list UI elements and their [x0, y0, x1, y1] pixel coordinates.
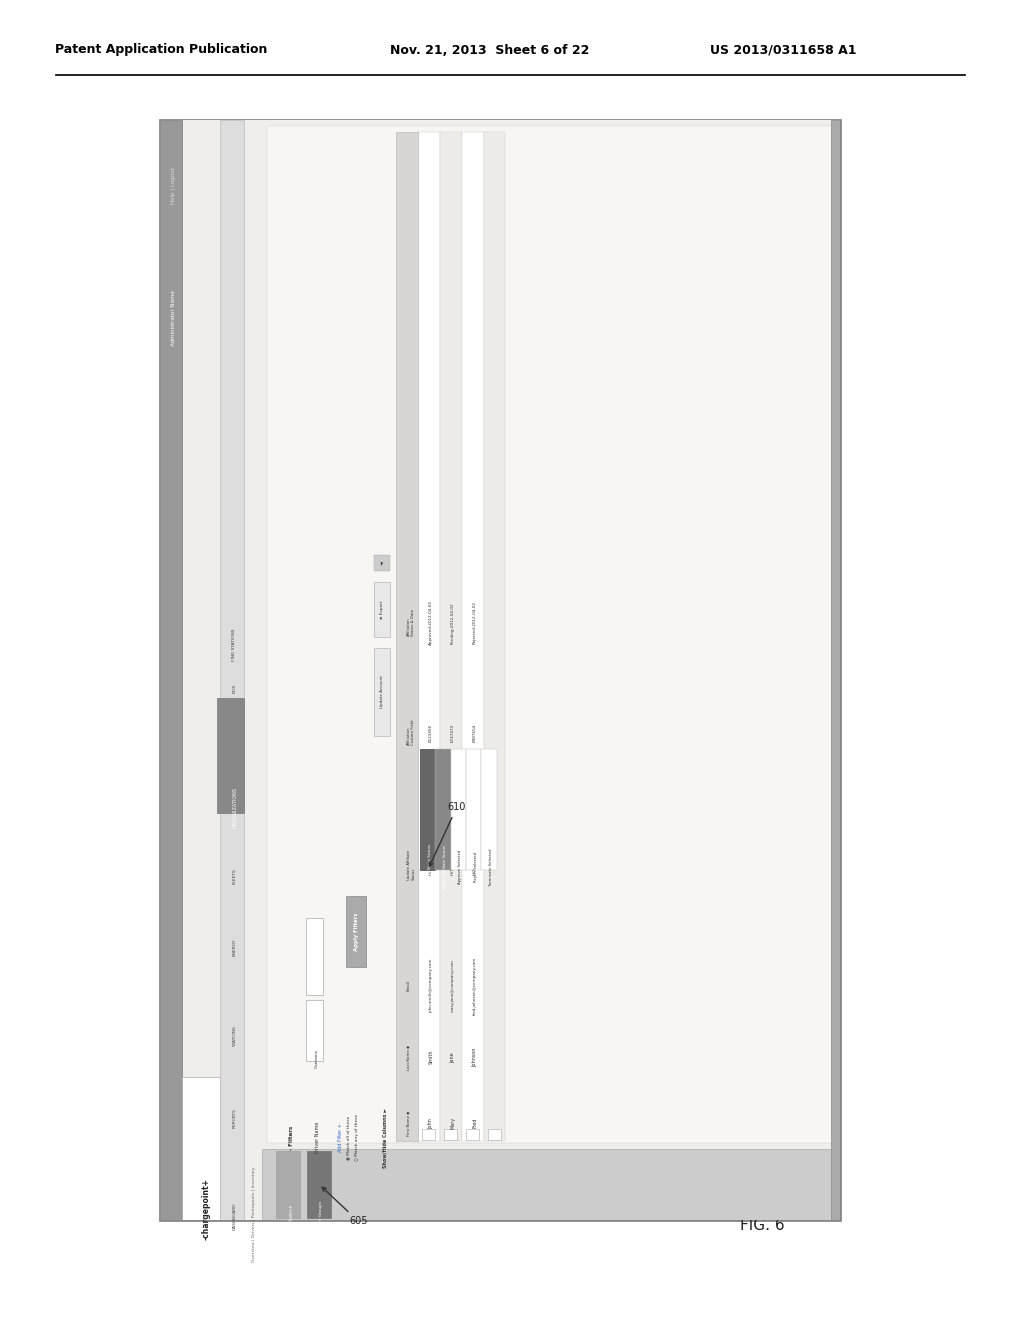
Text: Driver Name: Driver Name — [314, 1122, 319, 1154]
Text: - Filters: - Filters — [290, 1126, 295, 1150]
Text: Help | Logout: Help | Logout — [171, 168, 176, 205]
Bar — [307, 1151, 331, 1218]
Text: REPORTS: REPORTS — [232, 1107, 237, 1127]
Text: Terminate Selected: Terminate Selected — [489, 849, 493, 886]
Bar — [220, 120, 245, 1220]
Bar — [483, 132, 506, 1140]
Bar — [435, 750, 451, 870]
Text: Jane: Jane — [451, 1052, 456, 1063]
Text: Reject Selected: Reject Selected — [474, 851, 477, 882]
Bar — [466, 1129, 479, 1139]
Bar — [481, 750, 497, 870]
Text: Overview | Drivers | Participants | Inventory: Overview | Drivers | Participants | Inve… — [252, 1167, 256, 1262]
Bar — [276, 1151, 300, 1218]
Bar — [267, 125, 835, 1143]
Text: STATIONS: STATIONS — [232, 1024, 237, 1045]
Text: John: John — [429, 1118, 434, 1129]
Bar — [444, 1129, 458, 1139]
Text: -chargepoint+: -chargepoint+ — [201, 1177, 210, 1239]
Text: Smith: Smith — [429, 1049, 434, 1064]
Bar — [451, 750, 466, 870]
Text: Drivers+: Drivers+ — [289, 1204, 293, 1225]
Text: ENERGY: ENERGY — [232, 939, 237, 956]
Text: 605: 605 — [323, 1187, 368, 1226]
Bar — [466, 750, 481, 870]
Text: 610: 610 — [429, 803, 466, 866]
Text: E747474: E747474 — [451, 723, 455, 742]
Text: Contains: Contains — [314, 1049, 318, 1068]
Text: Update Affiliate
Status: Update Affiliate Status — [407, 850, 416, 880]
Text: Approve Selected: Approve Selected — [459, 850, 462, 884]
Text: ◉ Match all of these: ◉ Match all of these — [346, 1115, 350, 1160]
Text: HiTech Co: HiTech Co — [451, 855, 455, 875]
Bar — [374, 554, 390, 572]
Bar — [462, 132, 483, 1140]
Text: E123456: E123456 — [429, 723, 433, 742]
Text: Nov. 21, 2013  Sheet 6 of 22: Nov. 21, 2013 Sheet 6 of 22 — [390, 44, 590, 57]
Text: FLEETS: FLEETS — [232, 867, 237, 883]
Text: Update Affiliate Status: Update Affiliate Status — [428, 843, 431, 890]
Bar — [160, 120, 182, 1220]
Text: ≡ Export: ≡ Export — [380, 601, 384, 619]
Text: FIND STATIONS: FIND STATIONS — [232, 628, 237, 661]
Text: john.smith@company.com: john.smith@company.com — [429, 958, 433, 1012]
Text: ○ Match any of these: ○ Match any of these — [355, 1114, 359, 1162]
Bar — [396, 132, 418, 1140]
Bar — [831, 120, 840, 1220]
Bar — [217, 697, 245, 813]
Text: Mary: Mary — [451, 1117, 456, 1130]
Text: Email: Email — [407, 981, 411, 991]
Bar — [160, 120, 840, 1220]
Bar — [418, 132, 439, 1140]
Text: HiTech Co: HiTech Co — [473, 855, 476, 875]
Text: Rejected:2012-04-02: Rejected:2012-04-02 — [473, 601, 476, 644]
Text: mary.jane@company.com: mary.jane@company.com — [451, 960, 455, 1012]
Bar — [262, 1148, 840, 1220]
Text: Show/Hide Columns ►: Show/Hide Columns ► — [383, 1107, 388, 1167]
Text: Affiliation
Custom Field: Affiliation Custom Field — [407, 719, 416, 746]
Text: ORGANIZATIONS: ORGANIZATIONS — [232, 787, 238, 828]
Text: Add Filter +: Add Filter + — [338, 1123, 343, 1152]
Bar — [487, 1129, 501, 1139]
Text: First Name ◆: First Name ◆ — [407, 1110, 411, 1135]
Text: Affiliation
Status & Date: Affiliation Status & Date — [407, 609, 416, 636]
Text: ◄: ◄ — [380, 561, 385, 565]
Text: Fred: Fred — [473, 1118, 477, 1129]
Bar — [182, 1077, 220, 1220]
Text: fred.johnson@company.com: fred.johnson@company.com — [473, 957, 476, 1015]
Text: Approved:2012-04-02: Approved:2012-04-02 — [429, 601, 433, 645]
Bar — [306, 917, 324, 994]
Text: Johnson: Johnson — [473, 1048, 477, 1067]
Text: NOS: NOS — [232, 684, 237, 693]
Text: Update Account: Update Account — [380, 676, 384, 709]
Text: FIG. 6: FIG. 6 — [740, 1217, 784, 1233]
Text: Patent Application Publication: Patent Application Publication — [55, 44, 267, 57]
Text: Apply Filters: Apply Filters — [354, 912, 358, 950]
Text: US 2013/0311658 A1: US 2013/0311658 A1 — [710, 44, 856, 57]
Bar — [306, 1001, 324, 1060]
Bar — [439, 132, 462, 1140]
Text: HiTech Co: HiTech Co — [429, 855, 433, 875]
Text: Driver Groups: Driver Groups — [319, 1200, 323, 1230]
Text: Administrator Name: Administrator Name — [171, 290, 176, 346]
Bar — [346, 895, 367, 968]
Text: DASHBOARD: DASHBOARD — [232, 1203, 237, 1230]
Bar — [374, 582, 390, 638]
Text: Update Affiliate Status: Update Affiliate Status — [443, 845, 446, 888]
Text: Pending:2012-04-02: Pending:2012-04-02 — [451, 602, 455, 644]
Text: Last Name ◆: Last Name ◆ — [407, 1044, 411, 1069]
Text: E987654: E987654 — [473, 723, 476, 742]
Bar — [420, 750, 435, 870]
Bar — [422, 1129, 435, 1139]
Bar — [374, 648, 390, 737]
